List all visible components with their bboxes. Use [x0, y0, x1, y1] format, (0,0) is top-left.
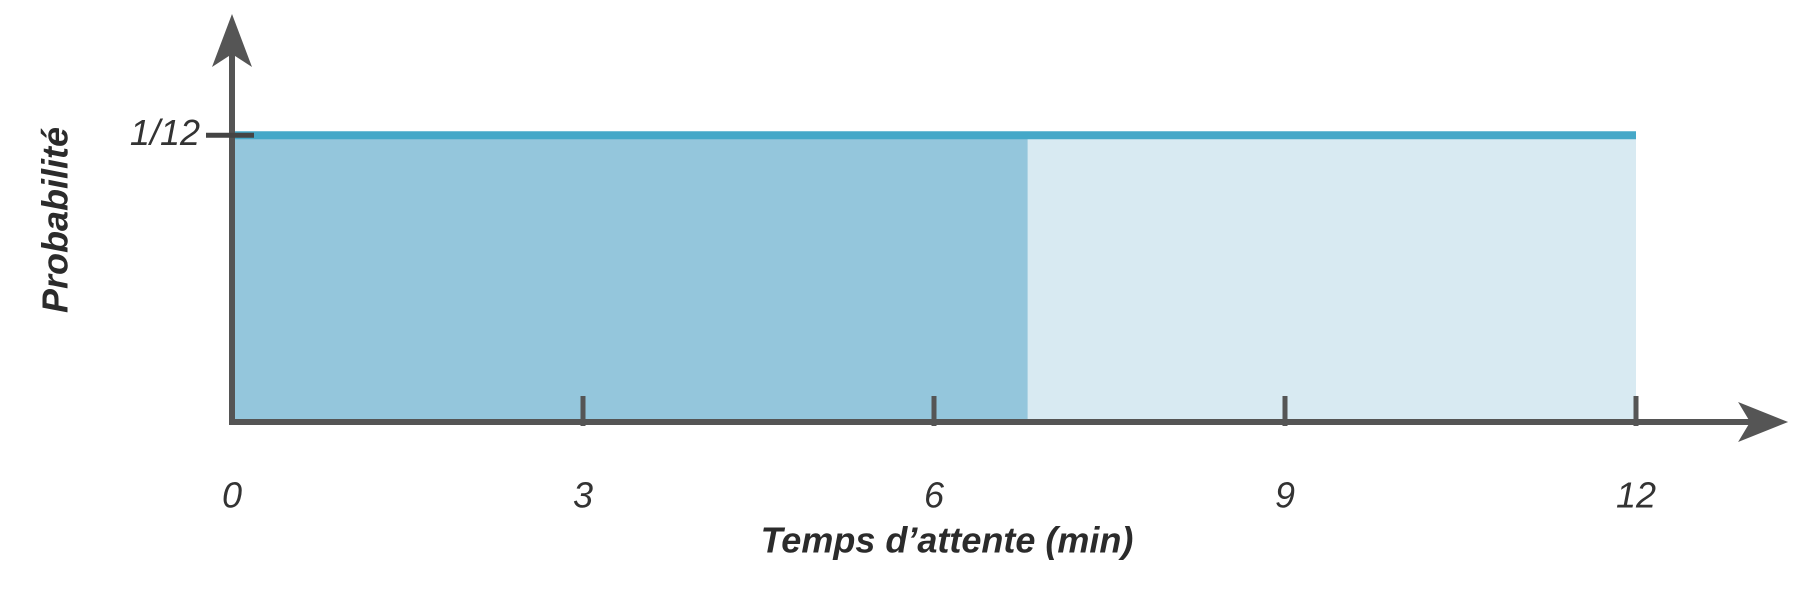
y-axis-arrow	[212, 14, 252, 67]
x-tick-label: 12	[1616, 475, 1656, 516]
x-tick-label: 3	[573, 475, 593, 516]
x-tick-label: 9	[1275, 475, 1295, 516]
x-axis-label: Temps d’attente (min)	[761, 520, 1134, 561]
y-tick-label: 1/12	[130, 112, 200, 153]
y-axis-label: Probabilité	[35, 127, 76, 313]
highlight-area	[232, 135, 1028, 422]
x-tick-label: 6	[924, 475, 945, 516]
x-tick-label: 0	[222, 475, 242, 516]
x-axis-arrow	[1738, 402, 1789, 442]
